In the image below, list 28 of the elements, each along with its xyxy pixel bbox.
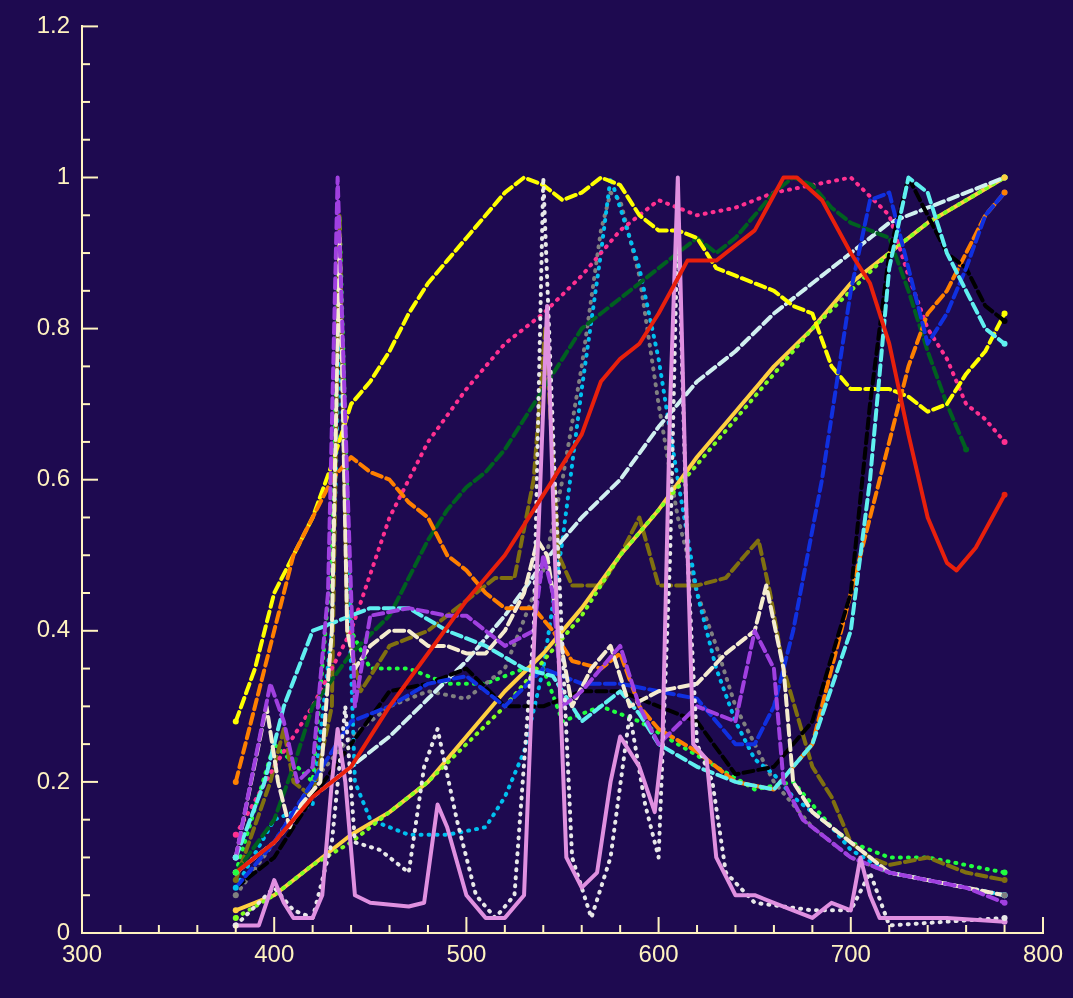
y-tick-label: 0.4 — [36, 615, 70, 643]
x-tick-label: 800 — [1022, 940, 1064, 968]
y-tick-label: 0.8 — [36, 313, 70, 341]
x-tick-label: 500 — [446, 940, 487, 968]
point — [232, 778, 239, 785]
point — [1001, 310, 1008, 317]
point — [1001, 491, 1008, 498]
point — [1001, 877, 1008, 884]
point — [232, 892, 239, 899]
point — [963, 446, 970, 453]
y-tick-label: 1 — [56, 162, 70, 190]
y-tick-label: 0.6 — [36, 464, 70, 492]
y-tick-label: 1.2 — [36, 11, 70, 39]
point — [1001, 869, 1008, 876]
x-tick-label: 400 — [254, 940, 295, 968]
point — [1001, 914, 1008, 921]
point — [1001, 318, 1008, 325]
point — [232, 718, 239, 725]
point — [1001, 340, 1008, 347]
x-tick-label: 700 — [830, 940, 871, 968]
point — [232, 831, 239, 838]
point — [1001, 438, 1008, 445]
y-tick-label: 0.2 — [36, 766, 70, 794]
point — [232, 907, 239, 914]
point — [232, 877, 239, 884]
x-tick-label: 600 — [638, 940, 679, 968]
point — [1001, 899, 1008, 906]
point — [232, 914, 239, 921]
